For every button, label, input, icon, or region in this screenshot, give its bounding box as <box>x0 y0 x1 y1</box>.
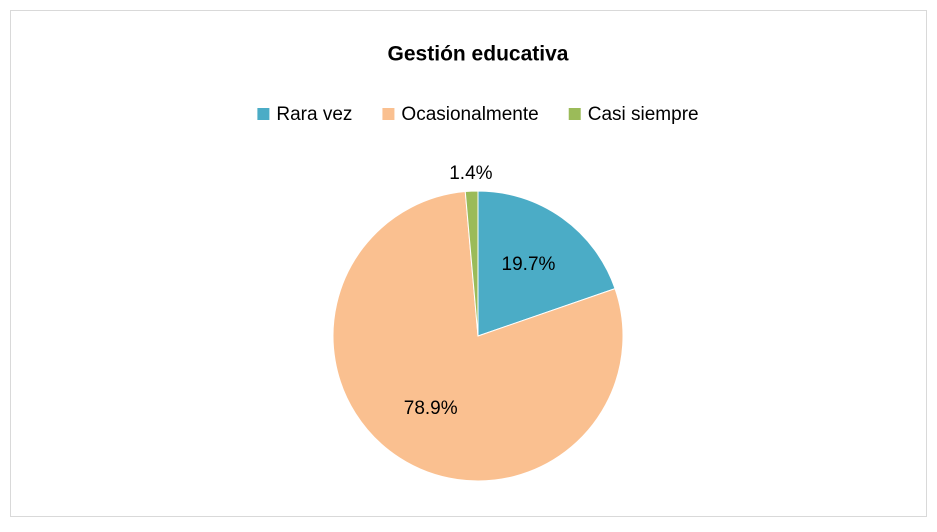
legend-label: Casi siempre <box>588 104 699 125</box>
legend-label: Rara vez <box>276 104 352 125</box>
legend-swatch <box>568 108 581 120</box>
data-label: 78.9% <box>404 398 458 419</box>
pie-slice <box>332 191 624 482</box>
legend-swatch <box>382 108 395 120</box>
pie-slice <box>477 190 616 337</box>
chart-title: Gestión educativa <box>388 43 569 66</box>
pie-slice <box>464 190 479 337</box>
data-label: 19.7% <box>502 254 556 275</box>
data-label: 1.4% <box>449 163 492 184</box>
legend-swatch <box>257 108 270 120</box>
legend-label: Ocasionalmente <box>401 104 538 125</box>
